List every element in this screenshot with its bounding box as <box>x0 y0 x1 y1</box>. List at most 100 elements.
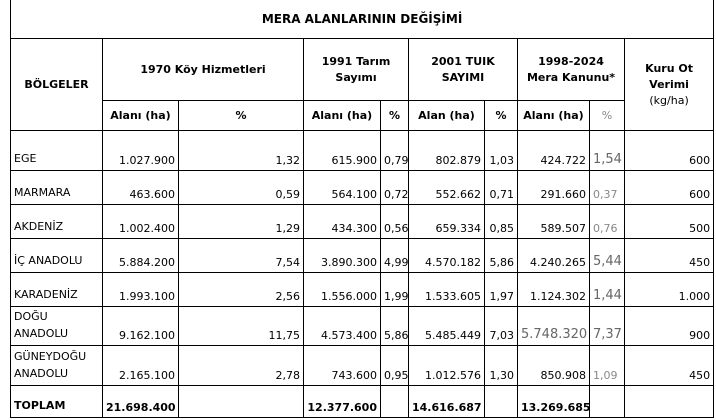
cell-region: MARMARA <box>10 170 103 205</box>
cell-p1970: 0,59 <box>178 170 304 205</box>
cell-p2024: 1,54 <box>589 130 625 171</box>
cell-a1970: 5.884.200 <box>102 238 179 273</box>
cell-region: DOĞU ANADOLU <box>10 306 103 346</box>
cell-a2024: 850.908 <box>517 345 590 386</box>
cell-p1991: 0,79 <box>380 130 409 171</box>
total-label: TOPLAM <box>10 385 103 418</box>
cell-p2024: 1,09 <box>589 345 625 386</box>
cell-a1970: 1.993.100 <box>102 272 179 307</box>
table-row: GÜNEYDOĞU ANADOLU 2.165.100 2,78 743.600 0,9… <box>10 345 715 386</box>
cell-a1991: 3.890.300 <box>303 238 381 273</box>
total-1991: 12.377.600 <box>303 385 381 418</box>
cell-a1991: 743.600 <box>303 345 381 386</box>
cell-yield: 900 <box>623 306 715 346</box>
cell-yield: 600 <box>623 130 715 171</box>
table-row: AKDENİZ 1.002.400 1,29 434.300 0,56 659.334 0,… <box>10 204 715 239</box>
cell-p1991: 5,86 <box>380 306 409 346</box>
cell-a2024: 1.124.302 <box>517 272 590 307</box>
table-row: İÇ ANADOLU 5.884.200 7,54 3.890.300 4,99 4.57… <box>10 238 715 273</box>
header-region: BÖLGELER <box>10 38 103 131</box>
cell-a1991: 434.300 <box>303 204 381 239</box>
total-2001: 14.616.687 <box>408 385 485 418</box>
table-row: MARMARA 463.600 0,59 564.100 0,72 552.662 0,71… <box>10 170 715 205</box>
cell-p2024: 0,76 <box>589 204 625 239</box>
total-1970: 21.698.400 <box>102 385 179 418</box>
header-1991: 1991 Tarım Sayımı <box>303 38 409 101</box>
cell-p1991: 0,56 <box>380 204 409 239</box>
header-yield: Kuru Ot Verimi (kg/ha) <box>623 38 715 131</box>
table-row: EGE 1.027.900 1,32 615.900 0,79 802.879 1,03 42… <box>10 130 715 171</box>
cell-p1991: 0,95 <box>380 345 409 386</box>
cell-p2024: 5,44 <box>589 238 625 273</box>
header-area-1991: Alanı (ha) <box>303 100 381 131</box>
cell-p2024: 0,37 <box>589 170 625 205</box>
cell-a2001: 552.662 <box>408 170 485 205</box>
cell-a1991: 4.573.400 <box>303 306 381 346</box>
cell-p1970: 7,54 <box>178 238 304 273</box>
cell-p2001: 1,97 <box>484 272 518 307</box>
header-2001: 2001 TUIK SAYIMI <box>408 38 518 101</box>
pasture-table: MERA ALANLARININ DEĞİŞİMİ BÖLGELER 1970 … <box>9 0 715 418</box>
cell-yield: 600 <box>623 170 715 205</box>
yield-label: Kuru Ot Verimi <box>645 61 693 91</box>
yield-unit: (kg/ha) <box>649 93 689 107</box>
cell-region: EGE <box>10 130 103 171</box>
cell-a2001: 1.012.576 <box>408 345 485 386</box>
table-row: KARADENİZ 1.993.100 2,56 1.556.000 1,99 1.533… <box>10 272 715 307</box>
cell-yield: 1.000 <box>623 272 715 307</box>
cell-p1970: 11,75 <box>178 306 304 346</box>
cell-a2001: 1.533.605 <box>408 272 485 307</box>
cell-a1991: 1.556.000 <box>303 272 381 307</box>
header-pct-1991: % <box>380 100 409 131</box>
cell-p1991: 0,72 <box>380 170 409 205</box>
cell-p2024: 7,37 <box>589 306 625 346</box>
total-2024: 13.269.685 <box>517 385 590 418</box>
cell-region: AKDENİZ <box>10 204 103 239</box>
cell-region: İÇ ANADOLU <box>10 238 103 273</box>
cell-p2024: 1,44 <box>589 272 625 307</box>
header-pct-2024: % <box>589 100 625 131</box>
cell-a1991: 615.900 <box>303 130 381 171</box>
cell-p2001: 1,03 <box>484 130 518 171</box>
header-1970: 1970 Köy Hizmetleri <box>102 38 304 101</box>
table-title: MERA ALANLARININ DEĞİŞİMİ <box>9 0 715 39</box>
cell-a1970: 2.165.100 <box>102 345 179 386</box>
header-pct-2001: % <box>484 100 518 131</box>
header-area-2024: Alanı (ha) <box>517 100 590 131</box>
cell-a1970: 1.027.900 <box>102 130 179 171</box>
table-row: DOĞU ANADOLU 9.162.100 11,75 4.573.400 5,86 5… <box>10 306 715 346</box>
cell-p2001: 0,71 <box>484 170 518 205</box>
cell-p1991: 4,99 <box>380 238 409 273</box>
cell-p2001: 1,30 <box>484 345 518 386</box>
cell-a2001: 5.485.449 <box>408 306 485 346</box>
cell-region: KARADENİZ <box>10 272 103 307</box>
cell-a2024: 589.507 <box>517 204 590 239</box>
cell-yield: 450 <box>623 238 715 273</box>
cell-a2001: 659.334 <box>408 204 485 239</box>
cell-a2024: 5.748.320 <box>517 306 590 346</box>
cell-a2024: 424.722 <box>517 130 590 171</box>
cell-p1970: 2,78 <box>178 345 304 386</box>
cell-p1991: 1,99 <box>380 272 409 307</box>
cell-yield: 450 <box>623 345 715 386</box>
cell-p2001: 7,03 <box>484 306 518 346</box>
cell-region: GÜNEYDOĞU ANADOLU <box>10 345 103 386</box>
cell-a2001: 4.570.182 <box>408 238 485 273</box>
header-area-1970: Alanı (ha) <box>102 100 179 131</box>
cell-p1970: 1,32 <box>178 130 304 171</box>
header-pct-1970: % <box>178 100 304 131</box>
cell-a2001: 802.879 <box>408 130 485 171</box>
cell-p1970: 2,56 <box>178 272 304 307</box>
cell-p2001: 5,86 <box>484 238 518 273</box>
cell-a1991: 564.100 <box>303 170 381 205</box>
cell-a1970: 1.002.400 <box>102 204 179 239</box>
cell-p2001: 0,85 <box>484 204 518 239</box>
cell-p1970: 1,29 <box>178 204 304 239</box>
cell-yield: 500 <box>623 204 715 239</box>
cell-a1970: 463.600 <box>102 170 179 205</box>
header-1998-2024: 1998-2024 Mera Kanunu* <box>517 38 625 101</box>
cell-a2024: 4.240.265 <box>517 238 590 273</box>
header-area-2001: Alan (ha) <box>408 100 485 131</box>
cell-a1970: 9.162.100 <box>102 306 179 346</box>
cell-a2024: 291.660 <box>517 170 590 205</box>
